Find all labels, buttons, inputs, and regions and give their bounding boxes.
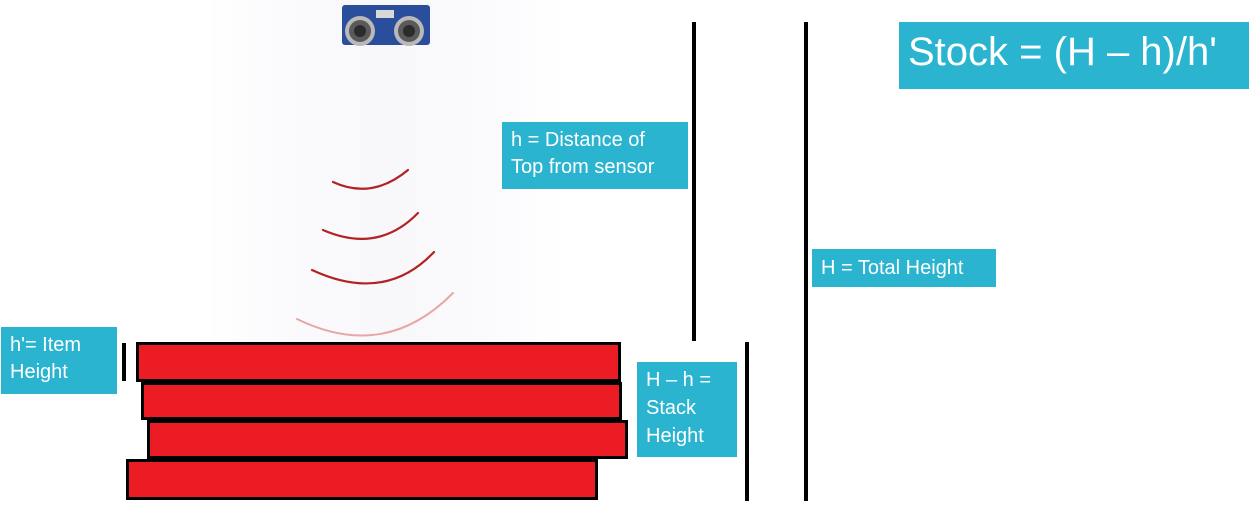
sound-wave-arcs [296, 168, 454, 337]
formula-label: Stock = (H – h)/h' [899, 22, 1249, 89]
wave-arc-4 [296, 292, 454, 337]
stack-item-2 [141, 382, 622, 420]
wave-arc-3 [310, 250, 436, 285]
total-height-label: H = Total Height [812, 249, 996, 287]
stack-height-label: H – h = Stack Height [637, 362, 737, 457]
item-height-line [122, 343, 126, 381]
item-height-label: h'= Item Height [1, 327, 117, 394]
stack-height-line [745, 342, 749, 501]
wave-arc-2 [321, 211, 420, 240]
total-height-line [804, 22, 808, 501]
stack-item-4 [126, 459, 598, 500]
stack-item-3 [147, 420, 628, 459]
ultrasonic-sensor-icon [342, 5, 430, 46]
wave-arc-1 [331, 168, 410, 190]
stack-item-1 [136, 342, 621, 382]
distance-label: h = Distance of Top from sensor [502, 122, 688, 189]
distance-h-line [692, 22, 696, 341]
